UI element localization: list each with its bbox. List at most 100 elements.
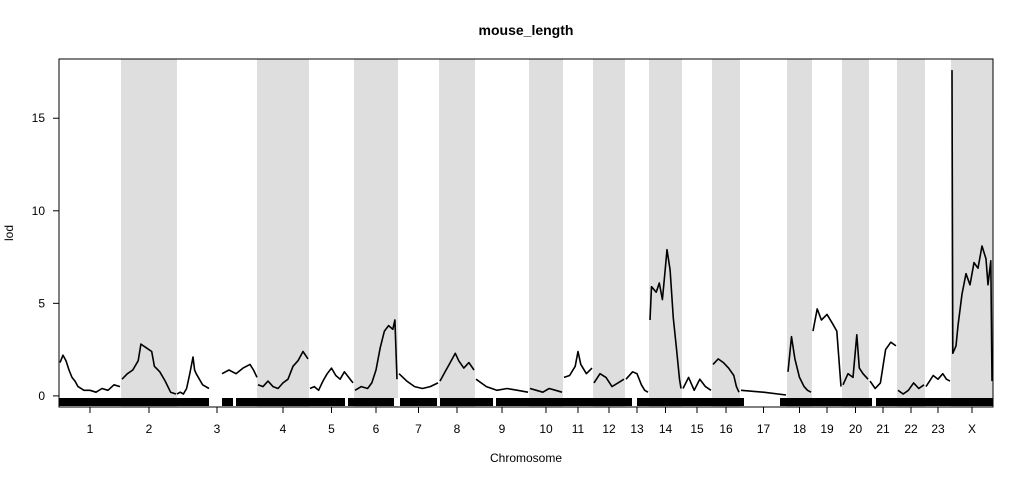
marker-rug-chr-6 — [354, 398, 398, 406]
lod-curve-chr-16 — [712, 358, 740, 393]
x-tick-label-chr-5: 5 — [328, 422, 335, 436]
marker-rug-chr-23 — [925, 398, 951, 406]
x-tick-label-chr-23: 23 — [931, 422, 945, 436]
lod-curve-chr-14 — [649, 248, 682, 389]
lod-curve-chr-10 — [529, 387, 563, 394]
chromosome-bands — [121, 59, 993, 407]
lod-curve-chr-4 — [257, 350, 309, 390]
marker-rug-chr-X — [951, 398, 993, 406]
x-tick-label-chr-2: 2 — [146, 422, 153, 436]
x-tick-label-chr-9: 9 — [499, 422, 506, 436]
x-tick-label-chr-8: 8 — [454, 422, 461, 436]
marker-rug-chr-16 — [712, 398, 740, 406]
lod-curve-chr-17 — [740, 389, 787, 396]
lod-curve-chr-22 — [897, 382, 925, 395]
marker-rug-chr-5 — [309, 398, 354, 406]
plot-frame — [58, 58, 994, 408]
marker-rug-chr-22 — [897, 398, 925, 406]
x-tick-label-chr-12: 12 — [602, 422, 616, 436]
x-axis: 1 2 3 4 5 6 7 8 9 10 11 12 13 14 15 16 17 18 19 20 21 22 23 X — [87, 407, 976, 436]
x-tick-label-chr-14: 14 — [659, 422, 673, 436]
marker-rug-chr-19 — [812, 398, 842, 406]
marker-rug — [59, 398, 993, 406]
marker-rug-chr-8 — [439, 398, 475, 406]
y-axis: 0 5 10 15 — [32, 111, 59, 403]
lod-curve-chr-23 — [925, 372, 951, 388]
x-tick-label-chr-3: 3 — [214, 422, 221, 436]
lod-curves — [59, 70, 993, 396]
marker-gap — [493, 398, 496, 406]
marker-rug-chr-2 — [121, 398, 177, 406]
band-chr-X — [951, 59, 993, 407]
marker-gap — [209, 398, 222, 406]
y-axis-label: lod — [2, 225, 16, 241]
x-tick-label-chr-13: 13 — [630, 422, 644, 436]
lod-curve-chr-6 — [354, 319, 398, 391]
band-chr-22 — [897, 59, 925, 407]
band-chr-18 — [787, 59, 812, 407]
band-chr-10 — [529, 59, 563, 407]
x-tick-label-chr-6: 6 — [373, 422, 380, 436]
marker-rug-chr-12 — [593, 398, 625, 406]
band-chr-8 — [439, 59, 475, 407]
lod-curve-chr-13 — [625, 370, 649, 393]
x-tick-label-chr-15: 15 — [690, 422, 704, 436]
lod-curve-chr-2 — [121, 343, 177, 395]
lod-curve-chr-9 — [475, 378, 529, 393]
lod-curve-chr-1 — [59, 354, 121, 394]
marker-rug-chr-1 — [59, 398, 121, 406]
y-tick-label: 15 — [32, 111, 46, 125]
band-chr-6 — [354, 59, 398, 407]
marker-rug-chr-11 — [563, 398, 593, 406]
marker-rug-chr-20 — [842, 398, 869, 406]
lod-curve-chr-19 — [812, 308, 842, 387]
marker-rug-chr-4 — [257, 398, 309, 406]
y-tick-label: 5 — [38, 296, 45, 310]
x-tick-label-chr-21: 21 — [876, 422, 890, 436]
marker-rug-chr-7 — [398, 398, 439, 406]
marker-gap — [872, 398, 876, 406]
band-chr-12 — [593, 59, 625, 407]
y-tick-label: 0 — [38, 389, 45, 403]
chart-title: mouse_length — [479, 22, 574, 38]
lod-curve-chr-7 — [398, 373, 439, 390]
marker-gap — [394, 398, 400, 406]
lod-curve-chr-18 — [787, 335, 812, 393]
marker-gap — [233, 398, 236, 406]
lod-curve-chr-20 — [842, 333, 869, 386]
x-tick-label-chr-10: 10 — [539, 422, 553, 436]
x-tick-label-chr-19: 19 — [820, 422, 834, 436]
lod-curve-chr-5 — [309, 367, 354, 392]
lod-curve-chr-12 — [593, 372, 625, 388]
marker-rug-chr-14 — [649, 398, 682, 406]
lod-curve-chr-21 — [869, 341, 897, 390]
lod-curve-chr-15 — [682, 376, 712, 392]
marker-gap — [437, 398, 440, 406]
x-tick-label-chr-22: 22 — [904, 422, 918, 436]
lod-curve-chr-3 — [176, 356, 210, 395]
x-tick-label-chr-18: 18 — [793, 422, 807, 436]
marker-gap — [345, 398, 348, 406]
band-chr-4 — [257, 59, 309, 407]
x-tick-label-chr-4: 4 — [280, 422, 287, 436]
x-tick-label-chr-7: 7 — [415, 422, 422, 436]
x-tick-label-chr-11: 11 — [572, 422, 585, 436]
x-tick-label-chr-16: 16 — [719, 422, 733, 436]
marker-rug-chr-10 — [529, 398, 563, 406]
marker-rug-chr-18 — [787, 398, 812, 406]
lod-curve-chr-8 — [439, 352, 475, 382]
marker-rug-chr-15 — [682, 398, 712, 406]
marker-gap — [744, 398, 780, 406]
x-tick-label-chr-1: 1 — [87, 422, 94, 436]
x-axis-label: Chromosome — [490, 451, 562, 465]
marker-gap — [632, 398, 637, 406]
lod-curve-chr-3b — [221, 363, 258, 378]
marker-rug-chr-21 — [869, 398, 897, 406]
band-chr-2 — [121, 59, 177, 407]
x-tick-label-chr-17: 17 — [757, 422, 771, 436]
lod-curve-chr-11 — [563, 350, 593, 379]
x-tick-label-chr-20: 20 — [849, 422, 863, 436]
x-tick-label-chr-X: X — [968, 422, 976, 436]
lod-curve-chr-X — [951, 70, 993, 382]
